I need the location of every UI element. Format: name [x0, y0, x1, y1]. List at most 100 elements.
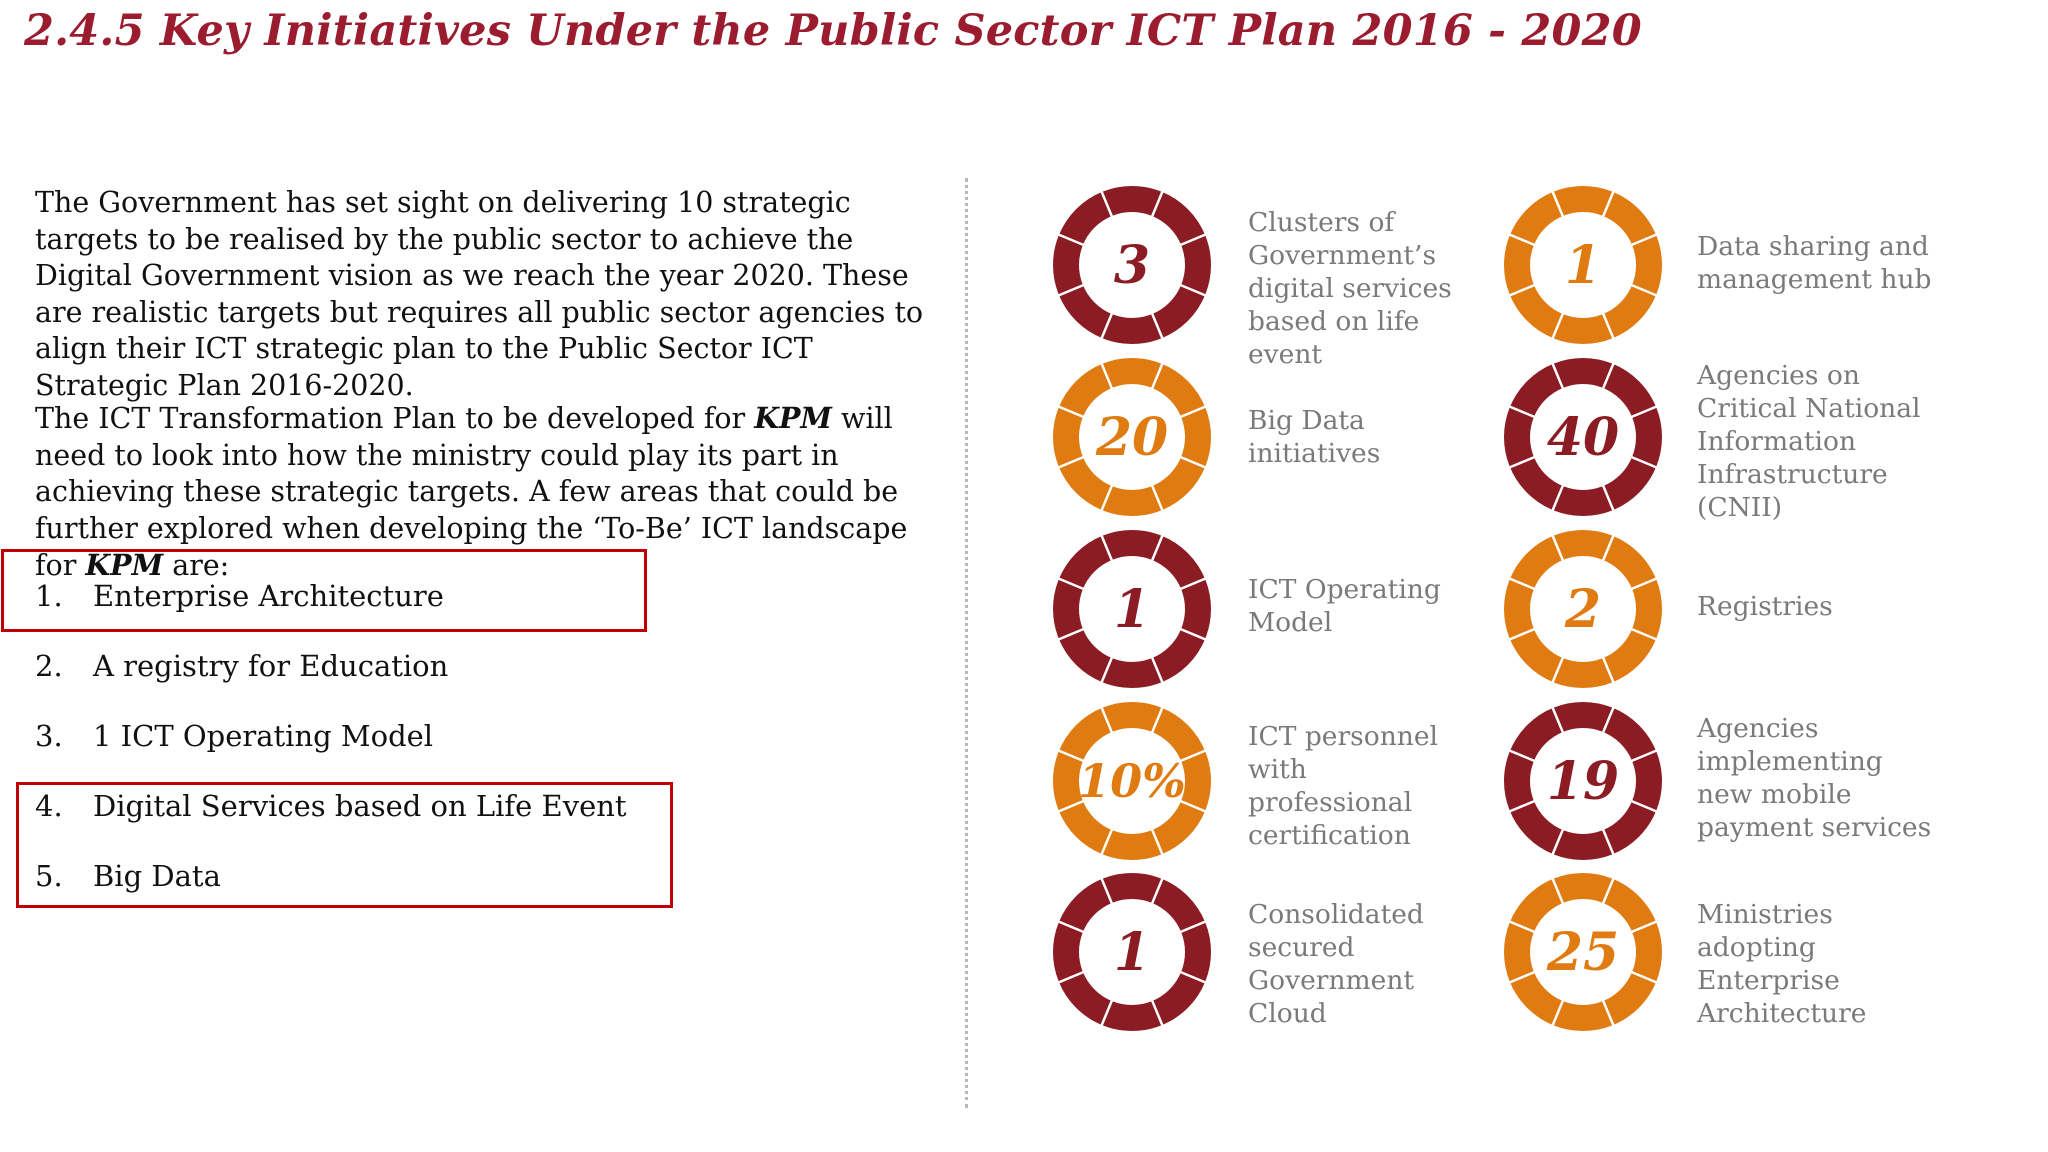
ring-separator	[1179, 627, 1207, 641]
ring-separator	[1100, 706, 1114, 734]
ring-separator	[1100, 484, 1114, 512]
ring-separator	[1100, 656, 1114, 684]
stat-value: 25	[1546, 921, 1620, 983]
list-text: Digital Services based on Life Event	[93, 789, 627, 823]
ring-separator	[1057, 920, 1085, 934]
list-text: 1 ICT Operating Model	[93, 719, 434, 753]
ring-separator	[1508, 627, 1536, 641]
vertical-dotted-divider	[965, 178, 968, 1108]
ring-separator	[1601, 484, 1615, 512]
list-number: 3.	[35, 719, 63, 753]
ring-graphic	[1053, 358, 1211, 516]
ring-separator	[1601, 828, 1615, 856]
stat-value: 19	[1546, 750, 1620, 812]
intro-paragraph-2-part-b: will need to look into how the ministry …	[35, 402, 908, 582]
ring-graphic	[1504, 702, 1662, 860]
ring-separator	[1150, 190, 1164, 218]
ring-separator	[1551, 484, 1565, 512]
stat-value: 10%	[1078, 754, 1186, 808]
list-item-1: 1. Enterprise Architecture	[35, 578, 444, 614]
ring-band	[1504, 873, 1662, 1031]
ring-separator	[1551, 828, 1565, 856]
stat-value: 1	[1113, 578, 1151, 640]
ring-separator	[1601, 312, 1615, 340]
ring-graphic	[1053, 530, 1211, 688]
ring-band	[1053, 530, 1211, 688]
list-item-2: 2. A registry for Education	[35, 648, 448, 684]
ring-separator	[1508, 920, 1536, 934]
ring-band	[1504, 358, 1662, 516]
ring-separator	[1057, 233, 1085, 247]
ring-separator	[1508, 233, 1536, 247]
ring-graphic	[1504, 186, 1662, 344]
ring-separator	[1508, 577, 1536, 591]
ring-separator	[1100, 877, 1114, 905]
ring-separator	[1551, 362, 1565, 390]
ring-separator	[1508, 970, 1536, 984]
ring-separator	[1630, 577, 1658, 591]
stat-label-data-sharing-hub: Data sharing and management hub	[1697, 231, 1932, 295]
stat-value: 40	[1546, 406, 1620, 468]
list-item-5: 5. Big Data	[35, 858, 221, 894]
stat-value: 2	[1564, 578, 1602, 640]
ring-separator	[1551, 877, 1565, 905]
ring-band	[1504, 530, 1662, 688]
stat-ring-enterprise-architecture: 25	[1502, 871, 1664, 1033]
kpm-emphasis-2: KPM	[85, 548, 164, 582]
ring-separator	[1100, 362, 1114, 390]
stat-label-clusters: Clusters of Government’s digital service…	[1248, 207, 1452, 370]
ring-separator	[1508, 799, 1536, 813]
ring-separator	[1508, 749, 1536, 763]
ring-separator	[1179, 455, 1207, 469]
ring-separator	[1630, 799, 1658, 813]
ring-graphic	[1053, 873, 1211, 1031]
stat-value: 1	[1113, 921, 1151, 983]
ring-band	[1053, 358, 1211, 516]
stat-label-registries: Registries	[1697, 591, 1833, 622]
ring-separator	[1508, 455, 1536, 469]
intro-paragraph-1: The Government has set sight on deliveri…	[35, 186, 924, 402]
ring-band	[1504, 702, 1662, 860]
ring-separator	[1630, 749, 1658, 763]
kpm-emphasis-1: KPM	[754, 401, 832, 435]
ring-separator	[1057, 749, 1085, 763]
stat-label-big-data: Big Data initiatives	[1248, 405, 1381, 469]
ring-separator	[1601, 999, 1615, 1027]
ring-separator	[1508, 405, 1536, 419]
highlight-box-life-event-big-data	[16, 782, 673, 908]
ring-separator	[1551, 190, 1565, 218]
ring-separator	[1150, 312, 1164, 340]
ring-separator	[1630, 627, 1658, 641]
highlight-box-enterprise-architecture	[1, 549, 647, 632]
ring-band	[1053, 702, 1211, 860]
ring-separator	[1100, 190, 1114, 218]
ring-separator	[1150, 484, 1164, 512]
list-item-3: 3. 1 ICT Operating Model	[35, 718, 433, 754]
ring-separator	[1057, 970, 1085, 984]
ring-separator	[1508, 283, 1536, 297]
ring-band	[1053, 186, 1211, 344]
ring-separator	[1601, 877, 1615, 905]
ring-separator	[1179, 799, 1207, 813]
ring-separator	[1150, 877, 1164, 905]
ring-separator	[1179, 970, 1207, 984]
ring-graphic	[1504, 873, 1662, 1031]
ring-separator	[1630, 233, 1658, 247]
list-text: Big Data	[93, 859, 221, 893]
list-number: 4.	[35, 789, 63, 823]
ring-separator	[1551, 999, 1565, 1027]
page-title: 2.4.5 Key Initiatives Under the Public S…	[24, 6, 1642, 56]
ring-separator	[1630, 283, 1658, 297]
list-text: Enterprise Architecture	[93, 579, 444, 613]
ring-separator	[1150, 706, 1164, 734]
stat-ring-mobile-payment: 19	[1502, 700, 1664, 862]
list-item-4: 4. Digital Services based on Life Event	[35, 788, 627, 824]
ring-separator	[1057, 405, 1085, 419]
ring-separator	[1150, 828, 1164, 856]
intro-paragraph-2-part-a: The ICT Transformation Plan to be develo…	[35, 402, 755, 435]
stat-ring-cnii-agencies: 40	[1502, 356, 1664, 518]
ring-band	[1053, 873, 1211, 1031]
ring-separator	[1057, 799, 1085, 813]
stat-label-cnii-agencies: Agencies on Critical National Informatio…	[1697, 360, 1921, 523]
ring-separator	[1630, 455, 1658, 469]
